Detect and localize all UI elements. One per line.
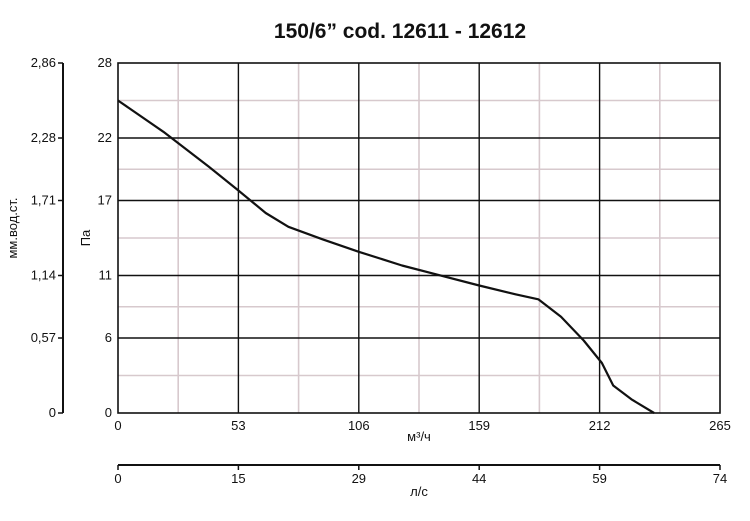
secondary-y-tick-label: 0,57 bbox=[31, 330, 56, 345]
curve-layer bbox=[117, 99, 655, 414]
primary-y-tick-label: 17 bbox=[98, 193, 112, 208]
primary-y-tick-label: 0 bbox=[105, 405, 112, 420]
secondary-x-tick-label: 0 bbox=[114, 471, 121, 486]
chart-title: 150/6” cod. 12611 - 12612 bbox=[274, 20, 526, 43]
primary-x-tick-label: 159 bbox=[468, 418, 490, 433]
secondary-x-tick-label: 74 bbox=[713, 471, 727, 486]
primary-y-tick-label: 6 bbox=[105, 330, 112, 345]
primary-y-tick-label: 28 bbox=[98, 55, 112, 70]
primary-x-tick-label: 212 bbox=[589, 418, 611, 433]
secondary-x-tick-label: 44 bbox=[472, 471, 486, 486]
primary-y-axis-label: Па bbox=[78, 229, 93, 246]
tick-labels: 0 0,57 1,14 1,71 2,28 2,86 мм.вод.ст. 0 6 11 17 22 2… bbox=[5, 55, 731, 499]
axes bbox=[58, 62, 721, 470]
primary-x-tick-label: 0 bbox=[114, 418, 121, 433]
primary-y-tick-label: 11 bbox=[99, 268, 113, 283]
performance-curve bbox=[117, 99, 655, 414]
secondary-y-tick-label: 0 bbox=[49, 405, 56, 420]
secondary-x-tick-label: 29 bbox=[352, 471, 366, 486]
plot-frame bbox=[117, 62, 721, 414]
primary-x-tick-label: 53 bbox=[231, 418, 245, 433]
grid bbox=[118, 63, 720, 413]
secondary-y-tick-label: 2,28 bbox=[31, 130, 56, 145]
primary-y-tick-label: 22 bbox=[98, 130, 112, 145]
secondary-y-tick-label: 2,86 bbox=[31, 55, 56, 70]
secondary-y-tick-label: 1,71 bbox=[31, 193, 56, 208]
secondary-y-axis-label: мм.вод.ст. bbox=[5, 197, 20, 258]
secondary-x-tick-label: 15 bbox=[231, 471, 245, 486]
primary-x-axis-label: м³/ч bbox=[407, 429, 431, 444]
secondary-x-axis-label: л/с bbox=[410, 484, 428, 499]
primary-x-tick-label: 265 bbox=[709, 418, 731, 433]
secondary-y-tick-label: 1,14 bbox=[31, 268, 56, 283]
primary-x-tick-label: 106 bbox=[348, 418, 370, 433]
secondary-x-tick-label: 59 bbox=[592, 471, 606, 486]
